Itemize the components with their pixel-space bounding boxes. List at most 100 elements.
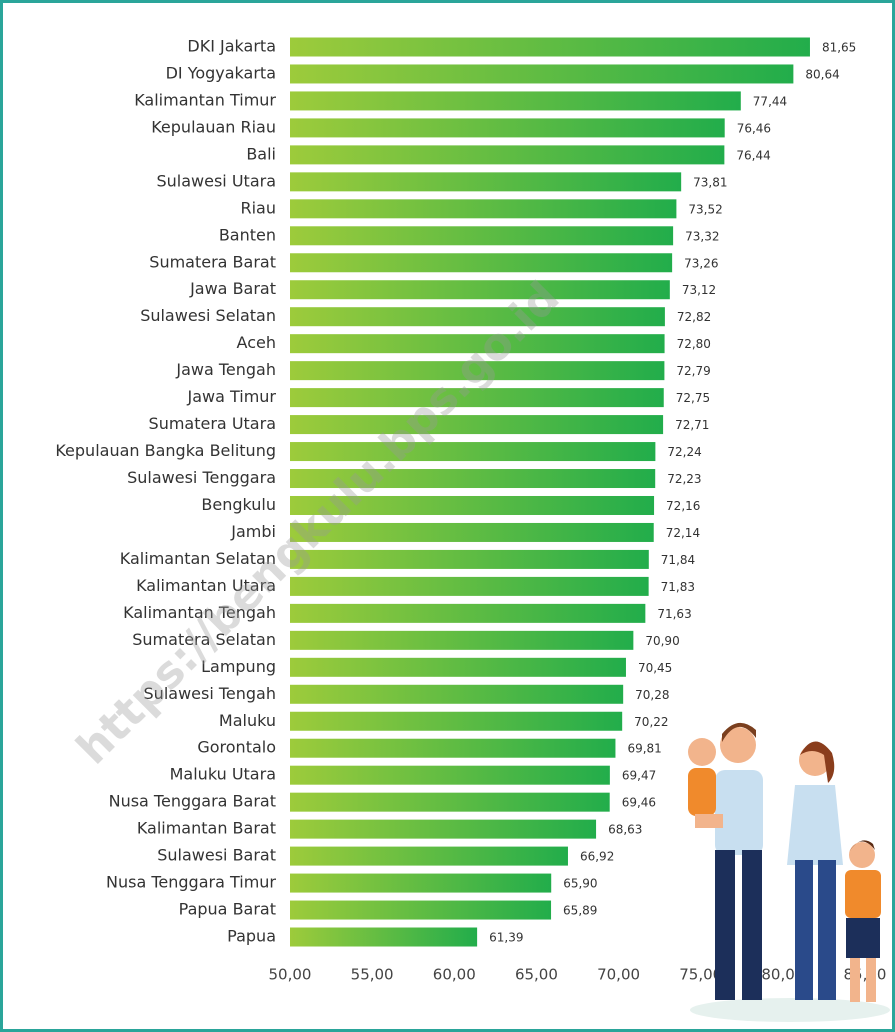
category-label: Kalimantan Utara <box>136 576 276 595</box>
category-label: Sulawesi Tenggara <box>127 468 276 487</box>
bar <box>290 738 616 758</box>
value-label: 72,71 <box>675 418 709 432</box>
value-label: 80,64 <box>805 67 839 81</box>
bar <box>290 172 682 192</box>
bar <box>290 199 677 219</box>
category-label: Aceh <box>237 333 276 352</box>
value-label: 69,81 <box>627 742 661 756</box>
value-label: 76,44 <box>736 148 770 162</box>
x-tick-label: 50,00 <box>269 966 312 984</box>
category-label: Papua <box>227 927 276 946</box>
value-label: 73,52 <box>688 202 722 216</box>
category-label: Lampung <box>201 657 276 676</box>
bar <box>290 253 673 273</box>
category-label: Nusa Tenggara Timur <box>106 873 276 892</box>
category-label: Sumatera Utara <box>149 414 276 433</box>
category-label: Kalimantan Timur <box>134 90 276 109</box>
value-label: 72,82 <box>677 310 711 324</box>
category-label: Kepulauan Bangka Belitung <box>55 441 276 460</box>
bar <box>290 846 568 866</box>
value-label: 72,79 <box>676 364 710 378</box>
category-label: Sulawesi Barat <box>157 846 276 865</box>
category-label: Kalimantan Tengah <box>123 603 276 622</box>
value-label: 71,84 <box>661 553 695 567</box>
value-label: 72,80 <box>677 337 711 351</box>
category-label: Kalimantan Barat <box>137 819 276 838</box>
value-label: 70,90 <box>645 634 679 648</box>
x-tick-label: 85,00 <box>844 966 887 984</box>
bar <box>290 657 626 677</box>
category-label: Riau <box>240 198 276 217</box>
x-tick-label: 55,00 <box>351 966 394 984</box>
bar <box>290 280 670 300</box>
value-label: 69,47 <box>622 769 656 783</box>
value-label: 65,89 <box>563 904 597 918</box>
category-label: Bali <box>246 144 276 163</box>
bar <box>290 927 478 947</box>
bar <box>290 765 610 785</box>
bar <box>290 145 725 165</box>
value-label: 72,16 <box>666 499 700 513</box>
x-tick-label: 60,00 <box>433 966 476 984</box>
value-label: 61,39 <box>489 931 523 945</box>
category-label: Jawa Timur <box>186 387 276 406</box>
category-label: Kalimantan Selatan <box>120 549 276 568</box>
value-label: 72,23 <box>667 472 701 486</box>
value-label: 65,90 <box>563 877 597 891</box>
bar <box>290 711 623 731</box>
bar <box>290 549 649 569</box>
bar <box>290 91 741 111</box>
bar <box>290 630 634 650</box>
value-label: 71,63 <box>657 607 691 621</box>
bar <box>290 469 656 489</box>
category-label: Nusa Tenggara Barat <box>109 792 276 811</box>
bar <box>290 603 646 623</box>
category-label: Jambi <box>230 522 276 541</box>
category-label: Sulawesi Selatan <box>140 306 276 325</box>
value-label: 72,14 <box>666 526 700 540</box>
category-label: Sulawesi Tengah <box>144 684 276 703</box>
category-label: Sumatera Barat <box>149 252 276 271</box>
category-label: Jawa Barat <box>189 279 276 298</box>
value-label: 73,12 <box>682 283 716 297</box>
x-tick-label: 70,00 <box>597 966 640 984</box>
bar <box>290 900 552 920</box>
value-label: 70,28 <box>635 688 669 702</box>
bar <box>290 118 725 138</box>
bar <box>290 388 664 408</box>
bar <box>290 37 810 57</box>
value-label: 76,46 <box>737 121 771 135</box>
x-tick-label: 80,00 <box>761 966 804 984</box>
category-label: Papua Barat <box>179 900 276 919</box>
value-label: 72,24 <box>667 445 701 459</box>
value-label: 68,63 <box>608 823 642 837</box>
value-label: 73,26 <box>684 256 718 270</box>
category-label: Jawa Tengah <box>175 360 276 379</box>
bar <box>290 442 656 462</box>
bar <box>290 415 664 435</box>
bar <box>290 64 794 84</box>
value-label: 81,65 <box>822 41 856 55</box>
x-tick-label: 75,00 <box>679 966 722 984</box>
bar <box>290 576 649 596</box>
category-label: Sumatera Selatan <box>132 630 276 649</box>
bar <box>290 819 597 839</box>
value-label: 70,22 <box>634 715 668 729</box>
category-label: Kepulauan Riau <box>151 117 276 136</box>
category-label: DKI Jakarta <box>187 37 276 56</box>
category-label: Bengkulu <box>201 495 276 514</box>
category-label: Maluku <box>219 711 276 730</box>
bar <box>290 361 665 381</box>
value-label: 73,32 <box>685 229 719 243</box>
bar <box>290 334 665 354</box>
x-tick-label: 65,00 <box>515 966 558 984</box>
bar <box>290 307 665 327</box>
category-label: Maluku Utara <box>170 765 276 784</box>
value-label: 72,75 <box>676 391 710 405</box>
bar <box>290 522 654 542</box>
category-label: Banten <box>219 225 276 244</box>
bar <box>290 495 655 515</box>
value-label: 69,46 <box>622 796 656 810</box>
bar <box>290 873 552 893</box>
